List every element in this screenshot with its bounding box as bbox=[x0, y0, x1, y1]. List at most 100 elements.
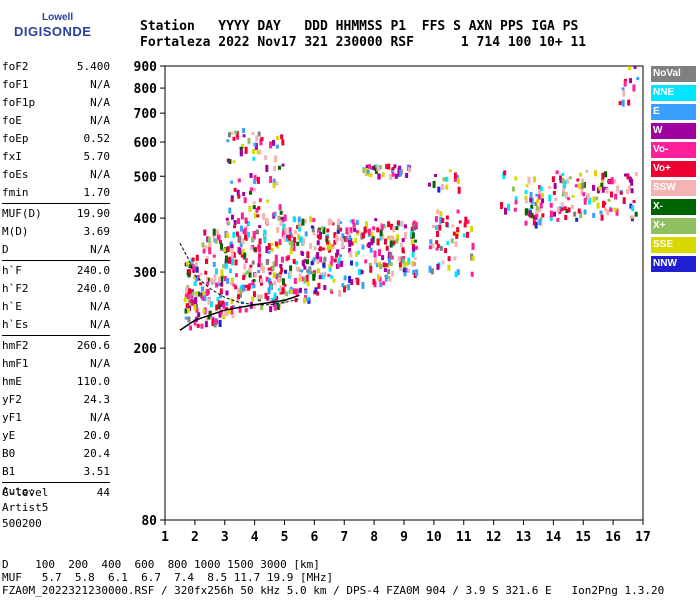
echo-point bbox=[606, 209, 610, 216]
echo-point bbox=[251, 260, 255, 265]
y-tick-label: 600 bbox=[134, 136, 158, 151]
echo-point bbox=[524, 220, 528, 226]
echo-point bbox=[274, 155, 278, 163]
echo-point bbox=[626, 189, 630, 195]
echo-point bbox=[269, 141, 273, 149]
echo-point bbox=[354, 279, 358, 284]
echo-point bbox=[321, 273, 325, 280]
param-value: 3.69 bbox=[83, 225, 111, 238]
echo-point bbox=[298, 273, 302, 278]
echo-point bbox=[267, 287, 271, 295]
echo-point bbox=[337, 218, 341, 225]
echo-point bbox=[621, 99, 625, 107]
param-label: hmE bbox=[2, 375, 22, 388]
echo-point bbox=[260, 265, 264, 271]
echo-point bbox=[193, 297, 197, 305]
echo-point bbox=[389, 235, 393, 243]
echo-point bbox=[628, 176, 632, 183]
echo-point bbox=[275, 295, 279, 300]
echo-point bbox=[225, 309, 229, 317]
echo-point bbox=[471, 255, 475, 261]
echo-point bbox=[427, 182, 431, 187]
echo-point bbox=[524, 199, 528, 204]
echo-point bbox=[259, 278, 263, 283]
echo-point bbox=[411, 251, 415, 258]
echo-point bbox=[339, 221, 343, 225]
echo-point bbox=[445, 221, 449, 227]
echo-point bbox=[630, 216, 634, 222]
echo-point bbox=[379, 234, 383, 241]
echo-point bbox=[267, 250, 271, 254]
echo-point bbox=[337, 261, 341, 268]
echo-point bbox=[412, 269, 416, 275]
echo-point bbox=[369, 173, 373, 178]
echo-point bbox=[217, 234, 221, 241]
echo-point bbox=[330, 255, 334, 262]
echo-point bbox=[258, 149, 262, 155]
echo-point bbox=[288, 231, 292, 238]
echo-point bbox=[453, 177, 457, 182]
param-row: foF1 N/A bbox=[2, 76, 110, 94]
echo-point bbox=[303, 265, 307, 270]
echo-point bbox=[527, 176, 531, 184]
logo-line1: Lowell bbox=[42, 12, 74, 23]
echo-point bbox=[363, 226, 367, 234]
echo-point bbox=[227, 132, 231, 138]
echo-point bbox=[332, 278, 336, 283]
echo-point bbox=[197, 312, 201, 318]
echo-point bbox=[263, 235, 267, 243]
echo-point bbox=[636, 76, 640, 80]
echo-point bbox=[457, 186, 461, 194]
echo-point bbox=[278, 204, 282, 211]
echo-point bbox=[592, 196, 596, 203]
echo-point bbox=[258, 238, 262, 245]
echo-point bbox=[350, 260, 354, 266]
echo-point bbox=[278, 239, 282, 246]
echo-point bbox=[275, 144, 279, 149]
echo-point bbox=[276, 226, 280, 233]
param-label: C-level bbox=[2, 486, 49, 499]
echo-point bbox=[396, 220, 400, 226]
echo-point bbox=[246, 221, 250, 227]
echo-point bbox=[200, 292, 204, 299]
echo-point bbox=[251, 280, 255, 286]
echo-point bbox=[404, 232, 408, 240]
echo-point bbox=[281, 139, 285, 146]
echo-point bbox=[455, 174, 459, 180]
echo-point bbox=[530, 212, 534, 218]
echo-point bbox=[561, 188, 565, 193]
echo-point bbox=[412, 223, 416, 231]
echo-point bbox=[191, 299, 195, 306]
echo-point bbox=[622, 197, 626, 203]
echo-point bbox=[244, 234, 248, 240]
echo-point bbox=[212, 228, 216, 236]
echo-point bbox=[388, 277, 392, 282]
echo-point bbox=[263, 230, 267, 235]
echo-point bbox=[226, 246, 230, 253]
echo-point bbox=[327, 273, 331, 277]
echo-point bbox=[322, 227, 326, 235]
echo-point bbox=[348, 235, 352, 242]
echo-point bbox=[192, 266, 196, 273]
echo-point bbox=[246, 231, 250, 238]
echo-point bbox=[618, 101, 622, 106]
echo-point bbox=[361, 232, 365, 239]
echo-point bbox=[430, 268, 434, 275]
param-value: N/A bbox=[90, 114, 110, 127]
echo-point bbox=[447, 264, 451, 271]
echo-point bbox=[292, 218, 296, 223]
echo-point bbox=[316, 268, 320, 274]
echo-point bbox=[384, 263, 388, 268]
echo-point bbox=[403, 270, 407, 277]
echo-point bbox=[213, 274, 217, 281]
echo-point bbox=[382, 281, 386, 286]
echo-point bbox=[387, 221, 391, 228]
echo-point bbox=[583, 209, 587, 215]
echo-point bbox=[243, 197, 247, 204]
echo-point bbox=[601, 186, 605, 193]
header-line2: Fortaleza 2022 Nov17 321 230000 RSF 1 71… bbox=[140, 35, 587, 50]
echo-point bbox=[311, 227, 315, 233]
echo-point bbox=[319, 272, 323, 276]
echo-point bbox=[387, 163, 391, 170]
echo-point bbox=[256, 149, 260, 154]
